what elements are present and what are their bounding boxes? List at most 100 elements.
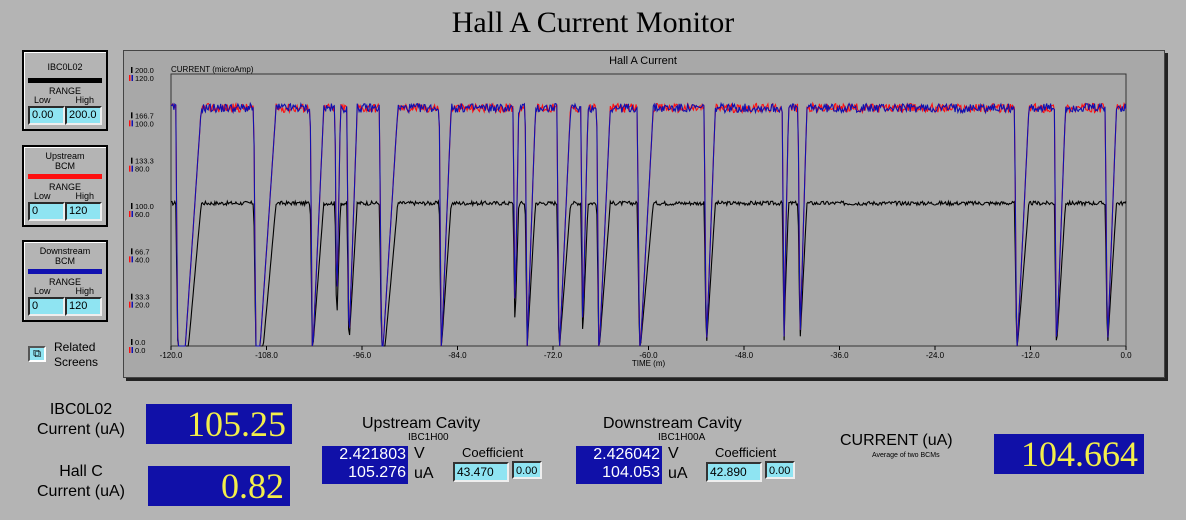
legend-panel-ibc0l02: IBC0L02 RANGE Low High 0.00 200.0: [22, 50, 108, 131]
y-tick-marker-black: [131, 293, 133, 300]
series-line-ibc0l02: [170, 199, 1127, 347]
y-tick-label-color: 40.0: [135, 255, 150, 264]
average-current-sublabel: Average of two BCMs: [872, 452, 940, 459]
upstream-a-unit: uA: [414, 465, 434, 482]
legend-panel-upstream: Upstream BCM RANGE Low High 0 120: [22, 145, 108, 227]
y-tick-marker-blue: [131, 347, 133, 353]
upstream-coefficient-input[interactable]: 43.470: [453, 462, 509, 482]
x-tick-label: -96.0: [353, 351, 372, 360]
legend-name: Downstream BCM: [39, 246, 91, 266]
plot-area: [170, 73, 1127, 347]
y-tick-label-black: 100.0: [135, 202, 154, 211]
y-tick-marker-blue: [131, 301, 133, 308]
legend-name: IBC0L02: [47, 62, 83, 72]
y-tick-marker-black: [131, 112, 133, 119]
y-tick-label-black: 66.7: [135, 247, 150, 256]
y-tick-label-color: 60.0: [135, 210, 150, 219]
y-tick-marker-red: [129, 211, 131, 217]
related-screens-button[interactable]: ⧉: [28, 346, 46, 362]
downstream-voltage: 2.426042: [593, 446, 660, 463]
y-tick-label-color: 80.0: [135, 165, 150, 174]
upstream-coefficient-label: Coefficient: [462, 445, 524, 460]
hallc-current-display: 0.82: [148, 466, 290, 506]
y-tick-label-color: 0.0: [135, 346, 145, 355]
x-tick-label: -48.0: [735, 351, 754, 360]
upstream-offset-input[interactable]: 0.00: [512, 461, 542, 479]
downstream-readout: 2.426042 104.053: [576, 446, 662, 484]
range-label: RANGE: [48, 277, 81, 287]
x-tick-label: -84.0: [448, 351, 467, 360]
ibc-current-label: IBC0L02 Current (uA): [36, 401, 126, 438]
average-current-display: 104.664: [994, 434, 1144, 474]
y-tick-marker-black: [131, 203, 133, 209]
y-tick-marker-blue: [131, 165, 133, 172]
hallc-current-label: Hall C Current (uA): [36, 463, 126, 500]
high-label: High: [75, 191, 94, 201]
low-label: Low: [34, 191, 51, 201]
y-tick-label-black: 0.0: [135, 338, 145, 347]
downstream-coefficient-label: Coefficient: [715, 445, 777, 460]
range-low-input[interactable]: 0: [28, 202, 65, 221]
downstream-a-unit: uA: [668, 465, 688, 482]
related-screens-label[interactable]: Related Screens: [54, 340, 99, 369]
downstream-offset-input[interactable]: 0.00: [765, 461, 795, 479]
y-tick-label-black: 133.3: [135, 157, 154, 166]
downstream-current: 104.053: [602, 464, 660, 481]
y-axis-label: CURRENT (microAmp): [171, 65, 254, 74]
chart-title: Hall A Current: [609, 55, 677, 67]
downstream-pv-name: IBC1H00A: [658, 432, 706, 443]
upstream-cavity-title: Upstream Cavity: [362, 415, 481, 432]
downstream-coefficient-input[interactable]: 42.890: [706, 462, 762, 482]
range-label: RANGE: [48, 86, 81, 96]
range-label: RANGE: [48, 182, 81, 192]
y-tick-marker-black: [131, 339, 133, 345]
series-line-downstream-bcm: [170, 101, 1127, 347]
y-tick-marker-blue: [131, 120, 133, 127]
downstream-v-unit: V: [668, 445, 679, 462]
x-tick-label: -36.0: [830, 351, 849, 360]
y-tick-marker-red: [129, 256, 131, 263]
average-current-label: CURRENT (uA): [840, 432, 953, 449]
upstream-voltage: 2.421803: [339, 446, 406, 463]
upstream-v-unit: V: [414, 445, 425, 462]
downstream-cavity-title: Downstream Cavity: [603, 415, 742, 432]
y-tick-marker-red: [129, 75, 131, 81]
range-high-input[interactable]: 120: [65, 202, 102, 221]
range-low-input[interactable]: 0.00: [28, 106, 65, 125]
y-tick-marker-red: [129, 347, 131, 353]
y-tick-label-color: 100.0: [135, 119, 154, 128]
upstream-pv-name: IBC1H00: [408, 432, 449, 443]
x-tick-label: 0.0: [1120, 351, 1132, 360]
upstream-current: 105.276: [348, 464, 406, 481]
y-tick-label-color: 120.0: [135, 74, 154, 83]
high-label: High: [75, 95, 94, 105]
y-tick-label-color: 20.0: [135, 301, 150, 310]
y-tick-marker-black: [131, 248, 133, 255]
page-title: Hall A Current Monitor: [451, 6, 735, 39]
x-tick-label: -120.0: [160, 351, 183, 360]
windows-icon: ⧉: [33, 348, 41, 360]
x-tick-label: -72.0: [544, 351, 563, 360]
y-tick-label-black: 166.7: [135, 111, 154, 120]
y-tick-marker-blue: [131, 75, 133, 81]
low-label: Low: [34, 95, 51, 105]
legend-swatch: [28, 174, 102, 179]
x-axis-label: TIME (m): [632, 359, 666, 368]
current-chart: CURRENT (microAmp) TIME (m) -120.0 -108.0 -9…: [129, 65, 1132, 368]
y-tick-marker-red: [129, 301, 131, 308]
range-high-input[interactable]: 200.0: [65, 106, 102, 125]
high-label: High: [75, 286, 94, 296]
y-tick-label-black: 200.0: [135, 66, 154, 75]
upstream-readout: 2.421803 105.276: [322, 446, 408, 484]
x-tick-label: -24.0: [926, 351, 945, 360]
y-tick-marker-black: [131, 67, 133, 73]
legend-swatch: [28, 269, 102, 274]
y-tick-marker-red: [129, 165, 131, 172]
range-high-input[interactable]: 120: [65, 297, 102, 316]
legend-panel-downstream: Downstream BCM RANGE Low High 0 120: [22, 240, 108, 322]
x-tick-label: -108.0: [255, 351, 278, 360]
y-tick-marker-red: [129, 120, 131, 127]
ibc-current-display: 105.25: [146, 404, 292, 444]
range-low-input[interactable]: 0: [28, 297, 65, 316]
legend-swatch: [28, 78, 102, 83]
